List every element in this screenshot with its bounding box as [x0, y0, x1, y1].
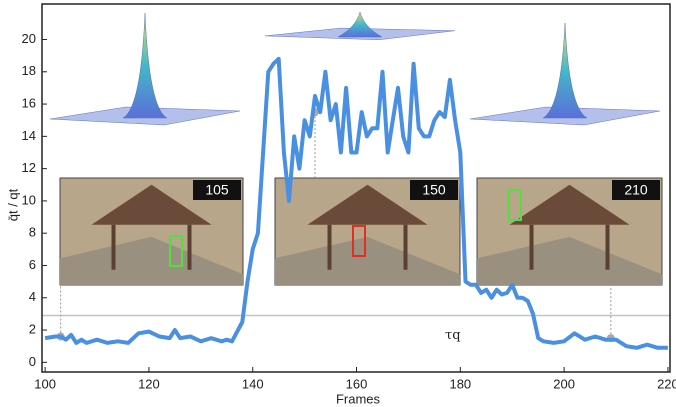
- surface-plot: [49, 12, 241, 126]
- photo-box: [352, 225, 366, 257]
- y-tick-label: 10: [22, 192, 36, 207]
- surface-plot: [264, 11, 456, 41]
- y-tick-label: 14: [22, 128, 36, 143]
- photo-box: [508, 189, 522, 221]
- y-tick-label: 0: [29, 354, 36, 369]
- photo-post: [403, 224, 408, 270]
- photo-post: [529, 224, 534, 270]
- x-tick-label: 220: [657, 376, 676, 391]
- photo-box: [169, 235, 183, 267]
- photo-ground: [60, 236, 243, 285]
- surface-peak: [337, 11, 383, 38]
- x-tick-label: 160: [346, 376, 368, 391]
- photo-post: [605, 224, 610, 270]
- photo-post: [187, 224, 192, 270]
- photo-roof: [307, 184, 428, 225]
- x-tick-label: 180: [449, 376, 471, 391]
- y-tick-label: 2: [29, 321, 36, 336]
- x-tick-label: 200: [553, 376, 575, 391]
- frame-badge: [612, 180, 660, 200]
- x-tick-label: 120: [138, 376, 160, 391]
- x-axis-label: Frames: [336, 391, 381, 406]
- y-axis-label: q̄t / qt: [5, 188, 20, 221]
- plot-frame: [41, 3, 671, 373]
- photo-roof: [509, 184, 630, 225]
- frame-label: 150: [422, 182, 446, 198]
- photo: [59, 177, 244, 286]
- photo-post: [327, 224, 332, 270]
- photo-ground: [477, 236, 662, 285]
- y-tick-label: 4: [29, 289, 36, 304]
- surface-plot: [469, 22, 661, 126]
- surface-peak: [542, 22, 588, 119]
- line: [44, 56, 668, 350]
- y-tick-label: 18: [22, 63, 36, 78]
- photo-roof: [91, 184, 212, 225]
- photo-ground: [275, 236, 460, 285]
- frame-label: 210: [624, 182, 648, 198]
- threshold-label: τq: [445, 328, 461, 343]
- y-tick-label: 12: [22, 160, 36, 175]
- y-tick-label: 6: [29, 257, 36, 272]
- y-tick-label: 16: [22, 96, 36, 111]
- y-tick-label: 20: [22, 31, 36, 46]
- surface-peak: [122, 12, 168, 119]
- photo-post: [111, 224, 116, 270]
- frame-badge: [410, 180, 458, 200]
- x-tick-label: 140: [242, 376, 264, 391]
- frame-badge: [193, 180, 241, 200]
- x-tick-label: 100: [34, 376, 56, 391]
- frame-label: 105: [205, 182, 229, 198]
- y-tick-label: 8: [29, 225, 36, 240]
